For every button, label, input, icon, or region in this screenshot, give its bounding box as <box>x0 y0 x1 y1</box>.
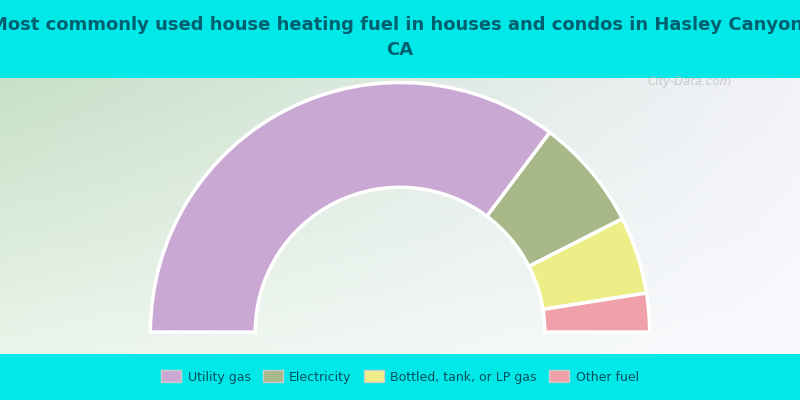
Wedge shape <box>543 293 650 332</box>
Wedge shape <box>529 219 646 310</box>
Text: Most commonly used house heating fuel in houses and condos in Hasley Canyon,
CA: Most commonly used house heating fuel in… <box>0 16 800 59</box>
Wedge shape <box>487 132 622 266</box>
Wedge shape <box>150 82 550 332</box>
Text: City-Data.com: City-Data.com <box>648 75 732 88</box>
Legend: Utility gas, Electricity, Bottled, tank, or LP gas, Other fuel: Utility gas, Electricity, Bottled, tank,… <box>156 365 644 389</box>
